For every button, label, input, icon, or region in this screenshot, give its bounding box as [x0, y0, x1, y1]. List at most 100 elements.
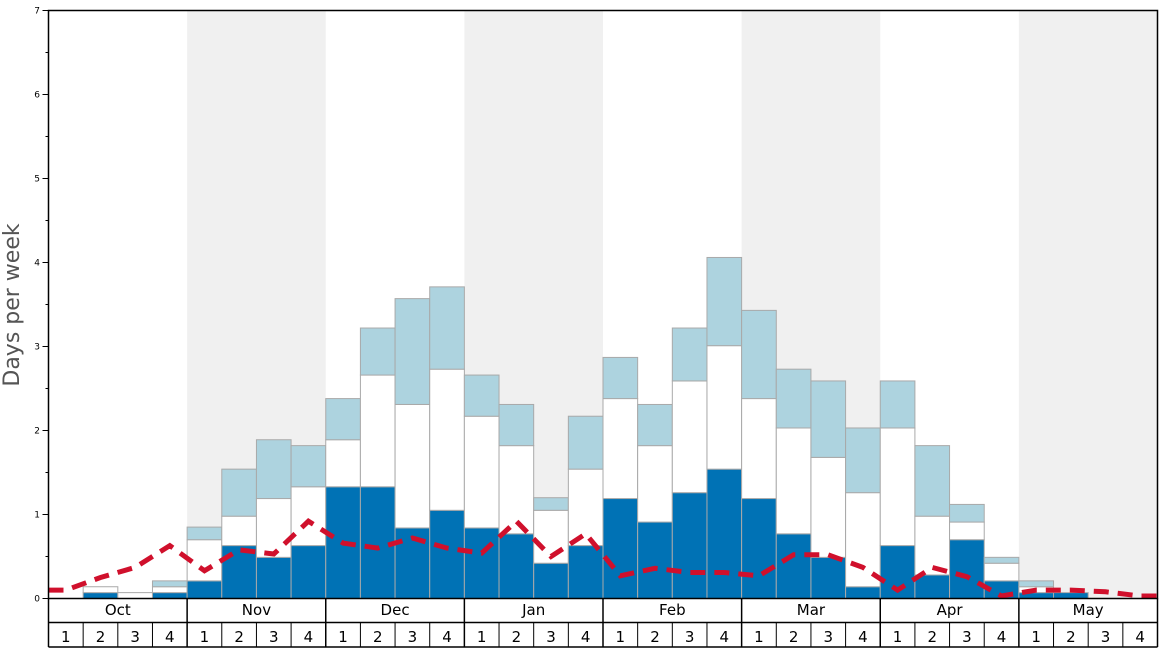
bar-w8-s2 — [290, 486, 327, 547]
bar-w2-s1 — [82, 592, 119, 599]
bar-w25-s3 — [879, 380, 916, 429]
bar-w18-s2 — [637, 445, 673, 523]
week-label: 4 — [581, 628, 591, 646]
bar-w20-s2 — [706, 345, 743, 470]
bar-w23-s1 — [810, 556, 847, 600]
month-band-may — [1018, 10, 1158, 599]
week-label: 2 — [512, 628, 522, 646]
bar-w2-s2 — [82, 586, 119, 594]
week-label: 4 — [442, 628, 452, 646]
bar-w26-s1 — [914, 574, 951, 599]
bar-w26-s2 — [914, 515, 951, 576]
bar-w18-s3 — [637, 403, 673, 447]
bar-w4-s1 — [151, 592, 188, 599]
month-label-jan: Jan — [521, 601, 545, 619]
bar-w21-s3 — [741, 309, 777, 400]
bar-w19-s2 — [671, 380, 708, 494]
bar-w24-s1 — [845, 586, 881, 599]
y-axis: 0 1 2 3 4 5 6 7 — [34, 7, 49, 605]
bars — [82, 256, 1089, 600]
month-label-dec: Dec — [381, 601, 410, 619]
bar-w14-s2 — [498, 445, 535, 535]
week-label: 3 — [269, 628, 279, 646]
week-label: 4 — [720, 628, 730, 646]
bar-w13-s2 — [463, 415, 500, 529]
bar-w24-s3 — [845, 427, 881, 494]
bar-w29-s3 — [1018, 580, 1055, 588]
week-label: 2 — [789, 628, 799, 646]
bar-w25-s2 — [879, 427, 916, 547]
bar-w7-s1 — [255, 556, 292, 600]
bar-w22-s2 — [775, 427, 812, 535]
bar-w21-s2 — [741, 398, 777, 500]
bar-w21-s1 — [741, 498, 777, 600]
bar-w6-s2 — [221, 515, 257, 547]
y-tick-label: 6 — [34, 91, 40, 101]
week-label: 1 — [477, 628, 487, 646]
bar-w4-s3 — [151, 580, 188, 588]
week-label: 1 — [754, 628, 764, 646]
week-label: 1 — [893, 628, 903, 646]
bar-w12-s3 — [429, 286, 465, 370]
bar-w19-s1 — [671, 492, 708, 599]
week-label: 3 — [962, 628, 972, 646]
week-label: 1 — [616, 628, 626, 646]
bar-w16-s2 — [567, 468, 604, 547]
y-tick-label: 3 — [34, 343, 40, 353]
week-label: 3 — [1101, 628, 1111, 646]
bar-w5-s1 — [186, 580, 223, 599]
x-axis: Oct Nov Dec Jan Feb Mar Apr May 1 2 3 4 1 2 3 4 1 2 3 4 1 2 3 4… — [47, 598, 1159, 648]
bar-w14-s3 — [498, 403, 535, 447]
bar-w28-s3 — [983, 556, 1020, 564]
month-label-nov: Nov — [242, 601, 271, 619]
y-tick-label: 5 — [34, 175, 40, 185]
bar-w16-s1 — [567, 545, 604, 600]
bar-w4-s2 — [151, 586, 188, 594]
week-label: 2 — [234, 628, 244, 646]
bar-w7-s2 — [255, 498, 292, 558]
week-label: 1 — [61, 628, 71, 646]
bar-w23-s3 — [810, 380, 847, 458]
y-tick-label: 7 — [34, 7, 40, 17]
bar-w22-s1 — [775, 533, 812, 600]
week-label: 1 — [1031, 628, 1041, 646]
bar-w18-s1 — [637, 521, 673, 599]
bar-w10-s3 — [359, 327, 396, 376]
bar-w30-s1 — [1053, 592, 1089, 599]
bar-w10-s2 — [359, 374, 396, 488]
week-label: 2 — [1066, 628, 1076, 646]
week-label: 4 — [858, 628, 868, 646]
week-label: 1 — [200, 628, 210, 646]
week-label: 2 — [650, 628, 660, 646]
month-label-feb: Feb — [659, 601, 686, 619]
bar-w27-s2 — [949, 521, 985, 541]
week-label: 4 — [1135, 628, 1145, 646]
week-label: 1 — [338, 628, 348, 646]
average-line-layer — [48, 517, 1158, 599]
bar-w23-s2 — [810, 456, 847, 558]
bar-w7-s3 — [255, 439, 292, 500]
bar-w15-s1 — [533, 562, 569, 599]
bar-w17-s2 — [602, 398, 639, 500]
month-label-may: May — [1073, 601, 1104, 619]
week-label: 2 — [373, 628, 383, 646]
bar-w12-s2 — [429, 368, 465, 511]
y-tick-label: 1 — [34, 511, 40, 521]
bar-w13-s1 — [463, 527, 500, 599]
week-label: 3 — [823, 628, 833, 646]
bar-w16-s3 — [567, 415, 604, 470]
week-label: 2 — [927, 628, 937, 646]
week-label: 4 — [304, 628, 314, 646]
week-label: 4 — [997, 628, 1007, 646]
bar-w19-s3 — [671, 327, 708, 382]
bar-w11-s3 — [394, 298, 431, 405]
bar-w15-s3 — [533, 497, 569, 511]
y-tick-label: 0 — [34, 595, 40, 605]
bar-w24-s2 — [845, 492, 881, 588]
bar-w8-s3 — [290, 445, 327, 488]
bar-w5-s3 — [186, 526, 223, 541]
bar-w28-s2 — [983, 562, 1020, 582]
bar-w14-s1 — [498, 533, 535, 600]
week-label: 3 — [546, 628, 556, 646]
